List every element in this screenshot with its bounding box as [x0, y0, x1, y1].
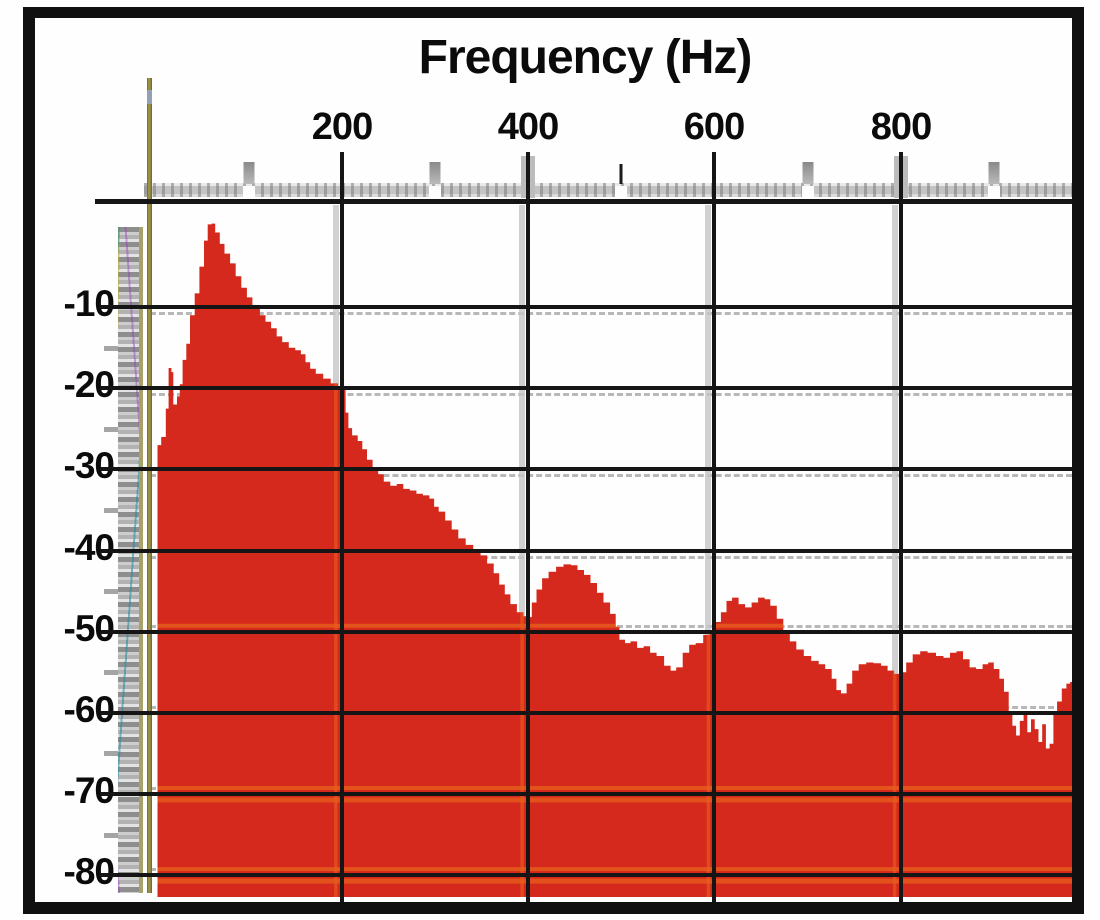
frame-right: [1072, 7, 1084, 914]
level-tick-label--80: -80: [63, 851, 115, 892]
gridline-h--40: [100, 549, 1072, 553]
gridline-v-800: [899, 152, 903, 902]
frame-left: [23, 7, 35, 914]
gridline-gray-h--20: [150, 393, 1072, 396]
level-tick-label--40: -40: [63, 527, 115, 568]
freq-minor-tick-100: [243, 162, 255, 184]
freq-minor-tick-900: [988, 162, 1000, 184]
gridline-h--20: [100, 386, 1072, 390]
gridline-gray-h--10: [150, 312, 1072, 315]
freq-minor-notch-300: [429, 186, 441, 197]
level-ruler-halfstep-tick: [104, 589, 118, 594]
level-ruler-halfstep-tick: [104, 346, 118, 351]
gridline-gray-h--40: [150, 556, 1072, 559]
frame-top: [23, 7, 1084, 18]
level-axis-ruler: [118, 227, 139, 893]
level-ruler-halfstep-tick: [104, 833, 118, 838]
gridline-v-200: [340, 152, 344, 902]
freq-minor-notch-500: [615, 186, 627, 197]
freq-minor-notch-100: [243, 186, 255, 197]
freq-minor-tick-500: [619, 164, 623, 184]
level-tick-label--30: -30: [63, 445, 115, 486]
freq-minor-tick-300: [429, 162, 441, 184]
plot-area[interactable]: [150, 203, 1072, 897]
gridline-h--70: [100, 792, 1072, 796]
zero-hz-axis-cap: [147, 90, 152, 104]
chart-title: Frequency (Hz): [418, 31, 753, 84]
level-ruler-halfstep-tick: [104, 508, 118, 513]
freq-minor-notch-700: [802, 186, 814, 197]
freq-tick-label-400: 400: [497, 106, 559, 148]
frequency-axis-ruler: [144, 183, 1072, 197]
freq-minor-notch-900: [988, 186, 1000, 197]
freq-minor-tick-700: [802, 162, 814, 184]
spectrum-area: [157, 223, 1072, 897]
frame-bottom: [23, 902, 1084, 914]
level-tick-label--20: -20: [63, 364, 115, 405]
freq-tick-label-600: 600: [683, 106, 745, 148]
level-tick-label--10: -10: [63, 283, 115, 324]
level-ruler-olive-edge: [139, 227, 143, 893]
level-ruler-halfstep-tick: [104, 751, 118, 756]
gridline-h--50: [100, 630, 1072, 634]
level-ruler-halfstep-tick: [104, 427, 118, 432]
gridline-v-400: [526, 152, 530, 902]
level-tick-label--60: -60: [63, 689, 115, 730]
level-ruler-halfstep-tick: [104, 670, 118, 675]
freq-tick-label-800: 800: [870, 106, 932, 148]
freq-tick-label-200: 200: [311, 106, 373, 148]
gridline-h--10: [100, 305, 1072, 309]
gridline-h--80: [100, 873, 1072, 877]
zero-hz-axis-line: [147, 78, 152, 893]
gridline-v-600: [712, 152, 716, 902]
level-tick-label--50: -50: [63, 608, 115, 649]
gridline-h--30: [100, 467, 1072, 471]
level-tick-label--70: -70: [63, 770, 115, 811]
plot-top-border: [95, 199, 1072, 204]
gridline-gray-h--30: [150, 474, 1072, 477]
gridline-h--60: [100, 711, 1072, 715]
